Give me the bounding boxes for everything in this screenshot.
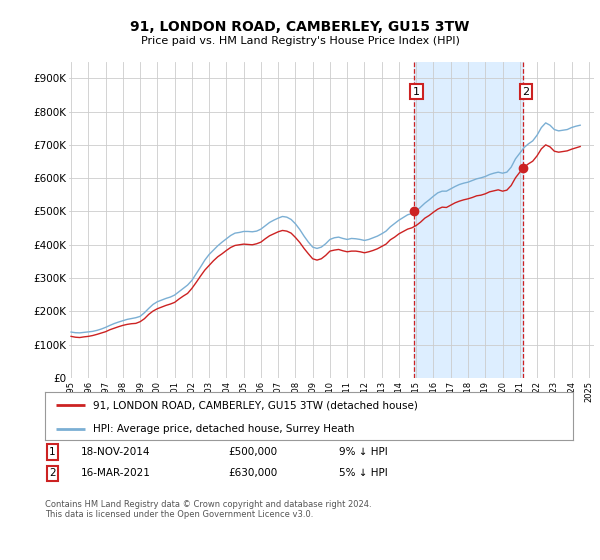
Text: £500,000: £500,000 xyxy=(228,447,277,457)
Text: 5% ↓ HPI: 5% ↓ HPI xyxy=(339,468,388,478)
Text: £630,000: £630,000 xyxy=(228,468,277,478)
Text: 91, LONDON ROAD, CAMBERLEY, GU15 3TW: 91, LONDON ROAD, CAMBERLEY, GU15 3TW xyxy=(130,20,470,34)
Text: 91, LONDON ROAD, CAMBERLEY, GU15 3TW (detached house): 91, LONDON ROAD, CAMBERLEY, GU15 3TW (de… xyxy=(92,400,418,410)
Bar xyxy=(414,62,523,378)
Text: 18-NOV-2014: 18-NOV-2014 xyxy=(81,447,151,457)
Text: 9% ↓ HPI: 9% ↓ HPI xyxy=(339,447,388,457)
Text: Price paid vs. HM Land Registry's House Price Index (HPI): Price paid vs. HM Land Registry's House … xyxy=(140,36,460,46)
Text: 1: 1 xyxy=(49,447,56,457)
Text: 1: 1 xyxy=(413,87,420,96)
Text: HPI: Average price, detached house, Surrey Heath: HPI: Average price, detached house, Surr… xyxy=(92,424,354,434)
Text: 16-MAR-2021: 16-MAR-2021 xyxy=(81,468,151,478)
Text: 2: 2 xyxy=(523,87,530,96)
Text: Contains HM Land Registry data © Crown copyright and database right 2024.
This d: Contains HM Land Registry data © Crown c… xyxy=(45,500,371,519)
Text: 2: 2 xyxy=(49,468,56,478)
